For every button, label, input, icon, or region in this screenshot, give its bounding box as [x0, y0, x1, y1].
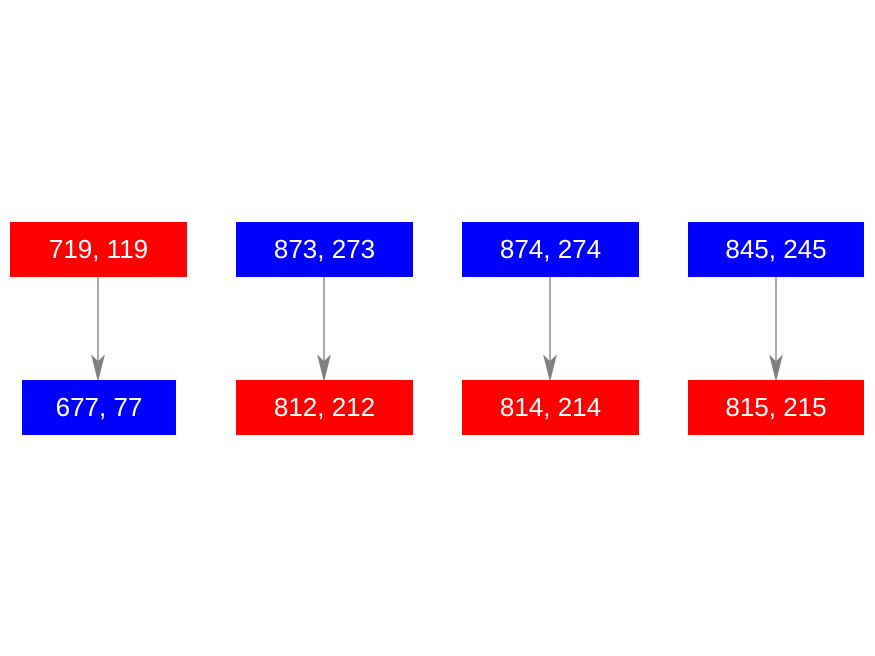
node-parent-3: 874, 274 [462, 222, 639, 277]
node-parent-2: 873, 273 [236, 222, 413, 277]
arrowhead-icon [769, 354, 783, 381]
node-child-3: 814, 214 [462, 380, 639, 435]
arrowhead-icon [543, 354, 557, 381]
node-parent-1: 719, 119 [10, 222, 187, 277]
node-child-4: 815, 215 [688, 380, 864, 435]
arrowhead-icon [91, 354, 105, 381]
node-child-2: 812, 212 [236, 380, 413, 435]
node-child-1: 677, 77 [22, 380, 176, 435]
arrowhead-icon [317, 354, 331, 381]
node-parent-4: 845, 245 [688, 222, 864, 277]
